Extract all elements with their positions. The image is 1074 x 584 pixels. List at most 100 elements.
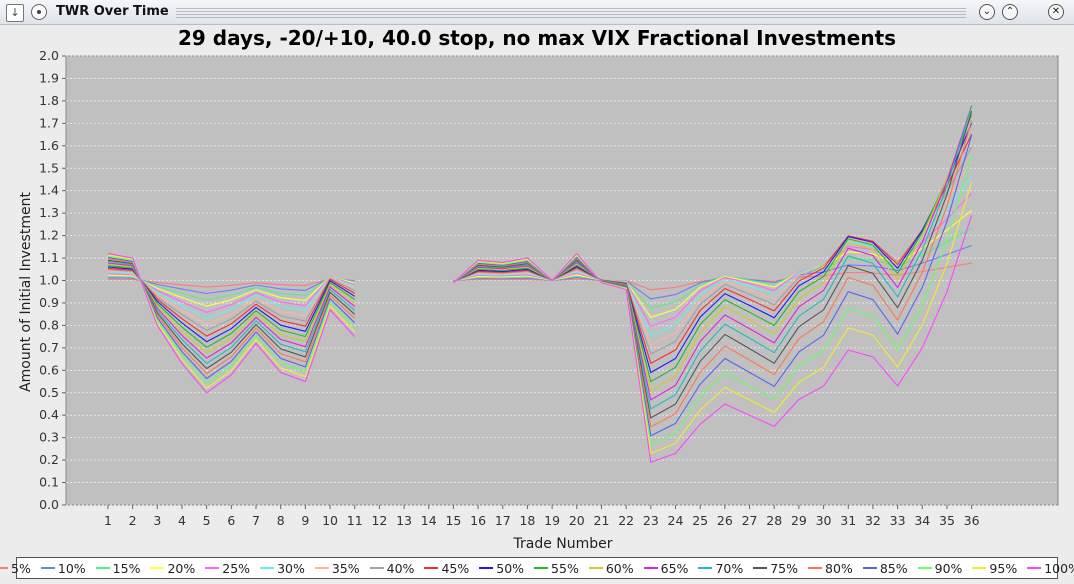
legend-item: 10% bbox=[40, 560, 86, 576]
y-tick-label: 0.1 bbox=[39, 475, 59, 490]
x-tick-label: 15 bbox=[445, 513, 461, 528]
legend-item: 95% bbox=[972, 561, 1017, 576]
legend-label: 95% bbox=[989, 560, 1018, 576]
x-tick-label: 29 bbox=[791, 513, 807, 528]
x-tick-label: 32 bbox=[865, 513, 881, 528]
y-tick-label: 0.9 bbox=[39, 295, 59, 310]
y-tick-label: 1.8 bbox=[39, 93, 59, 108]
legend-label: 35% bbox=[331, 560, 360, 576]
x-tick-label: 12 bbox=[371, 513, 387, 528]
x-tick-label: 20 bbox=[569, 513, 585, 528]
x-tick-label: 6 bbox=[227, 513, 235, 528]
legend-swatch bbox=[479, 567, 494, 569]
y-tick-label: 1.7 bbox=[39, 115, 59, 130]
legend-label: 90% bbox=[934, 560, 963, 576]
legend-label: 30% bbox=[277, 560, 305, 576]
legend-swatch bbox=[534, 567, 549, 569]
legend-label: 70% bbox=[715, 560, 744, 576]
legend-swatch bbox=[862, 567, 877, 569]
legend-item: 75% bbox=[753, 561, 798, 576]
legend-item: 90% bbox=[917, 560, 963, 576]
x-tick-label: 36 bbox=[964, 513, 980, 528]
legend-label: 60% bbox=[605, 560, 634, 576]
x-tick-label: 26 bbox=[717, 513, 733, 528]
chart-legend: 5% 10% 15% 20% 25% 30% 35% 40% 45% 50% 55% 60% 65% 70… bbox=[0, 557, 1074, 579]
legend-item: 100% bbox=[1027, 561, 1074, 576]
legend-swatch bbox=[205, 567, 220, 569]
x-tick-label: 31 bbox=[840, 513, 856, 528]
x-tick-label: 21 bbox=[594, 513, 610, 528]
legend-label: 10% bbox=[57, 560, 86, 576]
y-tick-label: 1.2 bbox=[39, 228, 59, 243]
legend-swatch bbox=[95, 567, 110, 569]
legend-label: 20% bbox=[167, 560, 196, 576]
y-tick-label: 0.8 bbox=[39, 317, 59, 332]
x-tick-label: 35 bbox=[939, 513, 955, 528]
x-tick-label: 10 bbox=[322, 513, 338, 528]
y-tick-label: 1.6 bbox=[39, 138, 59, 153]
legend-label: 80% bbox=[825, 560, 853, 576]
window-titlebar: ↓ TWR Over Time ⌄ ⌃ ✕ bbox=[0, 0, 1074, 25]
x-tick-label: 7 bbox=[252, 513, 260, 528]
legend-swatch bbox=[0, 567, 9, 569]
y-tick-label: 0.3 bbox=[39, 430, 59, 445]
legend-item: 25% bbox=[205, 561, 250, 576]
legend-label: 85% bbox=[879, 560, 908, 576]
legend-swatch bbox=[588, 567, 603, 569]
y-tick-label: 0.0 bbox=[39, 497, 59, 512]
y-tick-label: 0.7 bbox=[39, 340, 59, 355]
series-line-10% bbox=[107, 244, 972, 300]
legend-label: 40% bbox=[386, 560, 415, 576]
legend-swatch bbox=[314, 567, 329, 569]
legend-item: 40% bbox=[369, 560, 415, 576]
y-tick-label: 1.3 bbox=[39, 205, 59, 220]
legend-swatch bbox=[424, 567, 439, 569]
x-tick-label: 19 bbox=[544, 513, 560, 528]
y-tick-label: 0.5 bbox=[39, 385, 59, 400]
legend-item: 45% bbox=[424, 561, 469, 576]
x-tick-label: 18 bbox=[519, 513, 535, 528]
legend-label: 55% bbox=[551, 560, 579, 576]
legend-swatch bbox=[369, 567, 384, 569]
y-tick-label: 1.0 bbox=[39, 273, 59, 288]
chart-title: 29 days, -20/+10, 40.0 stop, no max VIX … bbox=[177, 26, 897, 50]
legend-item: 85% bbox=[862, 560, 908, 576]
window-menu-button[interactable] bbox=[31, 4, 47, 20]
legend-item: 65% bbox=[643, 561, 688, 576]
legend-label: 75% bbox=[770, 560, 799, 576]
minimize-button[interactable]: ⌄ bbox=[979, 4, 995, 20]
legend-swatch bbox=[808, 567, 823, 569]
y-tick-label: 0.2 bbox=[39, 452, 59, 467]
legend-swatch bbox=[260, 567, 275, 569]
legend-label: 25% bbox=[222, 560, 251, 576]
x-tick-label: 17 bbox=[495, 513, 511, 528]
legend-label: 5% bbox=[11, 560, 31, 576]
legend-label: 15% bbox=[112, 560, 141, 576]
x-tick-label: 3 bbox=[153, 513, 161, 528]
x-axis-label: Trade Number bbox=[512, 536, 612, 552]
legend-label: 100% bbox=[1044, 560, 1074, 576]
y-tick-label: 1.5 bbox=[39, 160, 59, 175]
x-tick-label: 33 bbox=[890, 513, 906, 528]
x-tick-label: 28 bbox=[766, 513, 782, 528]
x-tick-label: 11 bbox=[347, 513, 363, 528]
y-tick-label: 2.0 bbox=[39, 48, 59, 63]
x-tick-label: 8 bbox=[277, 513, 285, 528]
legend-item: 60% bbox=[588, 560, 634, 576]
legend-item: 70% bbox=[698, 561, 743, 576]
legend-swatch bbox=[917, 567, 932, 569]
window-title: TWR Over Time bbox=[56, 4, 169, 19]
close-button[interactable]: ✕ bbox=[1048, 4, 1064, 20]
legend-swatch bbox=[698, 567, 713, 569]
x-tick-label: 4 bbox=[178, 513, 186, 528]
legend-item: 20% bbox=[150, 561, 195, 576]
legend-item: 50% bbox=[479, 561, 524, 576]
x-tick-label: 27 bbox=[742, 513, 758, 528]
legend-item: 5% bbox=[0, 561, 31, 576]
legend-item: 55% bbox=[534, 561, 579, 576]
x-tick-label: 16 bbox=[470, 513, 486, 528]
x-tick-label: 23 bbox=[643, 513, 659, 528]
maximize-button[interactable]: ⌃ bbox=[1002, 4, 1018, 20]
legend-swatch bbox=[972, 567, 987, 569]
